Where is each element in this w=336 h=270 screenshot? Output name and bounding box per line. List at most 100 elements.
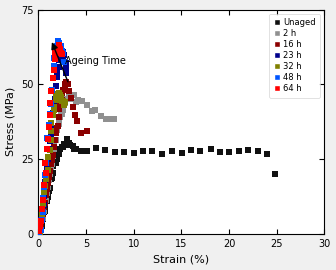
- Point: [61, 142, 67, 147]
- Point: [56, 107, 62, 111]
- Point: [62, 100, 68, 104]
- Point: [40, 217, 46, 221]
- Point: [38, 228, 43, 232]
- Point: [61, 141, 67, 146]
- Point: [56, 119, 61, 123]
- Point: [40, 202, 45, 206]
- Point: [64, 80, 69, 84]
- Point: [45, 136, 50, 141]
- Point: [62, 82, 68, 87]
- Point: [84, 149, 89, 153]
- Point: [79, 99, 84, 103]
- Point: [102, 148, 108, 153]
- Point: [56, 41, 62, 45]
- Point: [43, 193, 49, 198]
- Point: [46, 189, 51, 193]
- Point: [72, 113, 78, 117]
- Point: [71, 147, 77, 151]
- Point: [37, 224, 43, 228]
- Point: [46, 178, 52, 182]
- Point: [76, 98, 81, 102]
- Legend: Unaged, 2 h, 16 h, 23 h, 32 h, 48 h, 64 h: Unaged, 2 h, 16 h, 23 h, 32 h, 48 h, 64 …: [269, 14, 320, 97]
- Point: [59, 98, 64, 102]
- Point: [64, 137, 70, 141]
- Point: [53, 138, 58, 142]
- Point: [60, 51, 66, 55]
- Point: [43, 184, 48, 188]
- Point: [92, 108, 98, 112]
- Point: [39, 207, 45, 212]
- Point: [47, 186, 52, 190]
- Point: [53, 131, 58, 136]
- Point: [54, 92, 60, 96]
- Point: [50, 76, 56, 80]
- Point: [48, 100, 53, 105]
- Point: [236, 149, 241, 153]
- Text: Ageing Time: Ageing Time: [65, 56, 126, 66]
- Point: [37, 228, 42, 232]
- Point: [52, 145, 57, 149]
- Point: [50, 153, 55, 157]
- Point: [43, 198, 49, 202]
- Point: [44, 147, 50, 151]
- Point: [98, 114, 103, 119]
- Point: [38, 218, 43, 222]
- Point: [73, 100, 79, 104]
- Point: [49, 158, 55, 162]
- Point: [84, 103, 89, 107]
- Point: [47, 113, 52, 117]
- Point: [48, 177, 54, 181]
- Point: [68, 143, 73, 147]
- Point: [112, 150, 118, 154]
- Point: [50, 164, 56, 168]
- Point: [52, 50, 58, 54]
- Point: [67, 95, 73, 99]
- Point: [54, 93, 59, 97]
- Point: [37, 230, 42, 235]
- Point: [44, 167, 49, 171]
- Point: [68, 96, 74, 101]
- Point: [52, 57, 57, 62]
- Point: [49, 89, 54, 93]
- Point: [54, 49, 59, 53]
- Point: [39, 213, 45, 218]
- Point: [47, 172, 53, 177]
- Point: [74, 119, 79, 123]
- Point: [40, 224, 45, 229]
- Point: [55, 39, 60, 43]
- Point: [41, 194, 47, 198]
- Point: [37, 231, 42, 236]
- Point: [45, 187, 50, 192]
- Point: [38, 225, 44, 229]
- Point: [56, 122, 61, 126]
- Point: [56, 65, 61, 69]
- Point: [48, 121, 54, 126]
- Point: [44, 147, 50, 151]
- Point: [64, 137, 70, 141]
- Point: [38, 219, 43, 223]
- Point: [49, 131, 54, 136]
- Point: [55, 124, 60, 128]
- Point: [59, 91, 65, 95]
- Point: [37, 231, 42, 236]
- Point: [59, 52, 65, 56]
- Point: [52, 161, 57, 165]
- Point: [40, 212, 45, 216]
- Point: [74, 147, 79, 151]
- Point: [51, 107, 56, 112]
- Point: [226, 150, 232, 154]
- Point: [50, 170, 55, 175]
- Point: [40, 216, 46, 221]
- Point: [46, 147, 52, 151]
- Point: [40, 210, 45, 215]
- Point: [159, 152, 164, 156]
- Point: [169, 149, 175, 153]
- Point: [51, 68, 57, 73]
- Point: [64, 70, 69, 75]
- Point: [40, 210, 45, 214]
- Point: [54, 153, 59, 157]
- Point: [38, 226, 43, 230]
- Point: [56, 43, 61, 47]
- Point: [43, 203, 48, 208]
- Point: [59, 99, 65, 103]
